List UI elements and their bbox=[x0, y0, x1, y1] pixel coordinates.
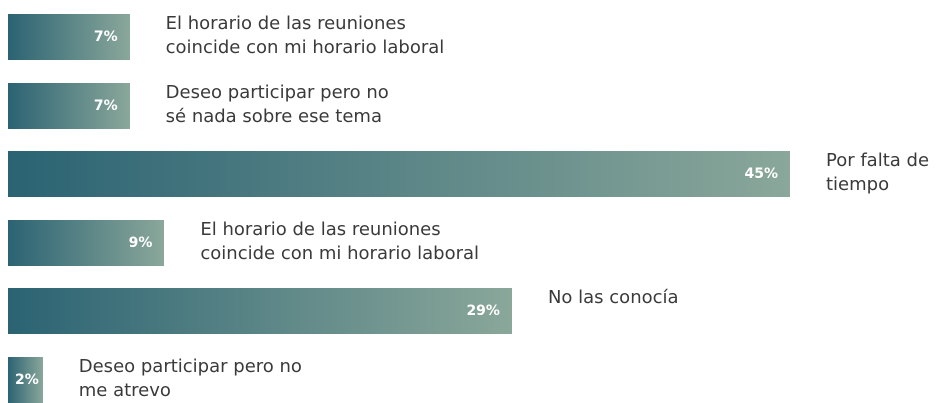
category-label: Deseo participar pero no me atrevo bbox=[78, 355, 302, 401]
category-label: Deseo participar pero no sé nada sobre e… bbox=[165, 81, 389, 127]
bar: 45% bbox=[8, 151, 790, 197]
category-label: El horario de las reuniones coincide con… bbox=[165, 13, 445, 58]
value-label: 7% bbox=[93, 97, 118, 114]
bar: 9% bbox=[8, 219, 165, 266]
value-label: 2% bbox=[14, 371, 39, 388]
bar: 2% bbox=[8, 356, 43, 403]
value-label: 29% bbox=[466, 303, 500, 319]
category-label: El horario de las reuniones coincide con… bbox=[200, 218, 480, 264]
value-label: 7% bbox=[93, 29, 118, 45]
bar: 7% bbox=[8, 14, 130, 60]
category-label: Por falta de tiempo bbox=[826, 150, 930, 195]
bar: 29% bbox=[8, 288, 512, 334]
bar: 7% bbox=[8, 82, 130, 129]
value-label: 9% bbox=[128, 234, 153, 251]
value-label: 45% bbox=[744, 166, 778, 182]
category-label: No las conocía bbox=[547, 287, 679, 308]
